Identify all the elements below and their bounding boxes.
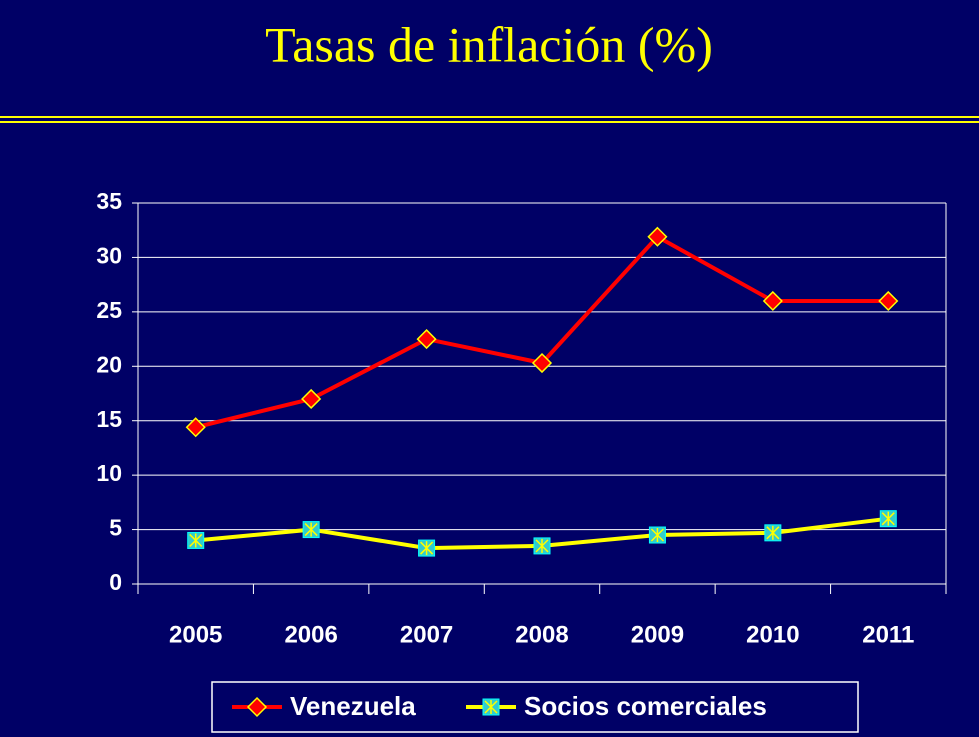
x-tick-label: 2011: [862, 621, 914, 648]
point: [416, 329, 437, 350]
point: [764, 524, 782, 542]
marker-part: [420, 541, 434, 556]
y-tick-label: 0: [109, 569, 122, 595]
y-tick-label: 5: [109, 515, 122, 541]
marker-part: [650, 528, 664, 543]
x-tick-label: 2005: [169, 621, 222, 648]
chart-title: Tasas de inflación (%): [265, 16, 713, 72]
x-tick-label: 2010: [746, 621, 799, 648]
y-tick-label: 35: [96, 188, 122, 214]
marker-part: [535, 538, 549, 553]
x-tick-label: 2007: [400, 621, 453, 648]
point: [878, 290, 899, 312]
y-tick-label: 20: [96, 351, 122, 377]
legend-label: Socios comerciales: [524, 691, 767, 721]
point: [647, 226, 668, 247]
point: [302, 521, 320, 539]
legend-box: [211, 681, 859, 733]
point: [418, 539, 436, 557]
point: [531, 352, 553, 374]
y-tick-label: 15: [96, 406, 122, 432]
point: [301, 388, 322, 410]
marker-part: [766, 525, 780, 540]
y-tick-label: 30: [96, 243, 122, 269]
x-tick-label: 2008: [515, 621, 568, 648]
x-tick-label: 2009: [631, 621, 684, 648]
x-tick-label: 2006: [284, 621, 337, 648]
marker-part: [189, 533, 203, 548]
legend-marker: [482, 698, 500, 716]
y-tick-label: 10: [96, 460, 122, 486]
point: [762, 290, 783, 312]
marker-part: [304, 522, 318, 537]
legend-marker: [246, 696, 268, 718]
marker-part: [484, 700, 498, 714]
point: [648, 526, 666, 544]
point: [185, 417, 206, 438]
point: [187, 531, 205, 549]
y-tick-label: 25: [96, 297, 122, 323]
point: [879, 510, 897, 528]
point: [533, 537, 551, 555]
marker-part: [881, 511, 895, 526]
legend-label: Venezuela: [290, 691, 416, 721]
